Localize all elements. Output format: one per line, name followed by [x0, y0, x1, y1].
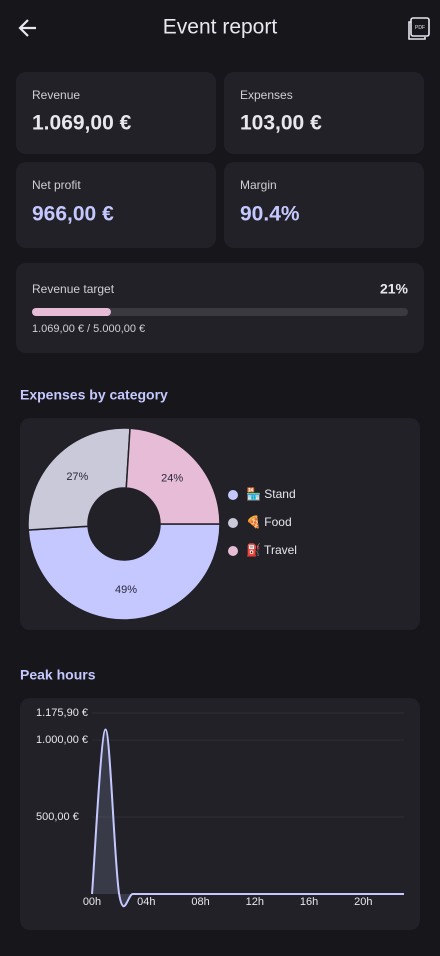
card-label: Net profit — [32, 178, 81, 192]
card-value: 103,00 € — [240, 112, 322, 135]
y-tick-label: 1.175,90 € — [36, 707, 88, 719]
x-tick-label: 16h — [300, 896, 318, 908]
slice-label: 49% — [115, 584, 137, 596]
y-tick-label: 1.000,00 € — [36, 734, 88, 746]
card — [224, 162, 424, 248]
card-value: 966,00 € — [32, 203, 114, 226]
legend-label: ⛽ Travel — [246, 543, 297, 557]
pdf-icon-frame — [410, 17, 430, 37]
x-tick-label: 08h — [191, 896, 209, 908]
card-label: Expenses — [240, 88, 293, 102]
page-title: Event report — [163, 16, 278, 39]
card — [16, 162, 216, 248]
x-tick-label: 12h — [246, 896, 264, 908]
card — [16, 72, 216, 154]
line — [91, 728, 404, 908]
card-value: 1.069,00 € — [32, 112, 132, 135]
target-label: Revenue target — [32, 282, 115, 296]
legend-dot — [228, 518, 238, 528]
pdf-button[interactable]: PDF — [408, 17, 430, 40]
card-value: 90.4% — [240, 203, 300, 226]
target-detail: 1.069,00 € / 5.000,00 € — [32, 323, 145, 335]
slice-label: 24% — [161, 473, 183, 485]
section-title: Expenses by category — [20, 387, 168, 403]
card — [224, 72, 424, 154]
progress-fill — [32, 308, 111, 316]
x-tick-label: 00h — [83, 896, 101, 908]
back-button[interactable] — [18, 19, 36, 37]
x-tick-label: 20h — [354, 896, 372, 908]
section-title: Peak hours — [20, 667, 96, 683]
card-label: Revenue — [32, 88, 80, 102]
legend-dot — [228, 490, 238, 500]
pie-slice — [27, 523, 221, 621]
y-tick-label: 500,00 € — [36, 811, 79, 823]
progress-track — [32, 308, 408, 316]
legend-label: 🏪 Stand — [246, 487, 296, 501]
pie-slice — [125, 427, 221, 525]
pie-slice — [27, 427, 131, 531]
pdf-icon-back — [408, 21, 426, 40]
slice-label: 27% — [66, 471, 88, 483]
legend-dot — [228, 546, 238, 556]
target-percent: 21% — [380, 281, 409, 297]
line-card — [20, 698, 420, 930]
x-tick-label: 04h — [137, 896, 155, 908]
legend-label: 🍕 Food — [246, 515, 292, 529]
pdf-icon-text: PDF — [415, 25, 425, 31]
card-label: Margin — [240, 178, 277, 192]
